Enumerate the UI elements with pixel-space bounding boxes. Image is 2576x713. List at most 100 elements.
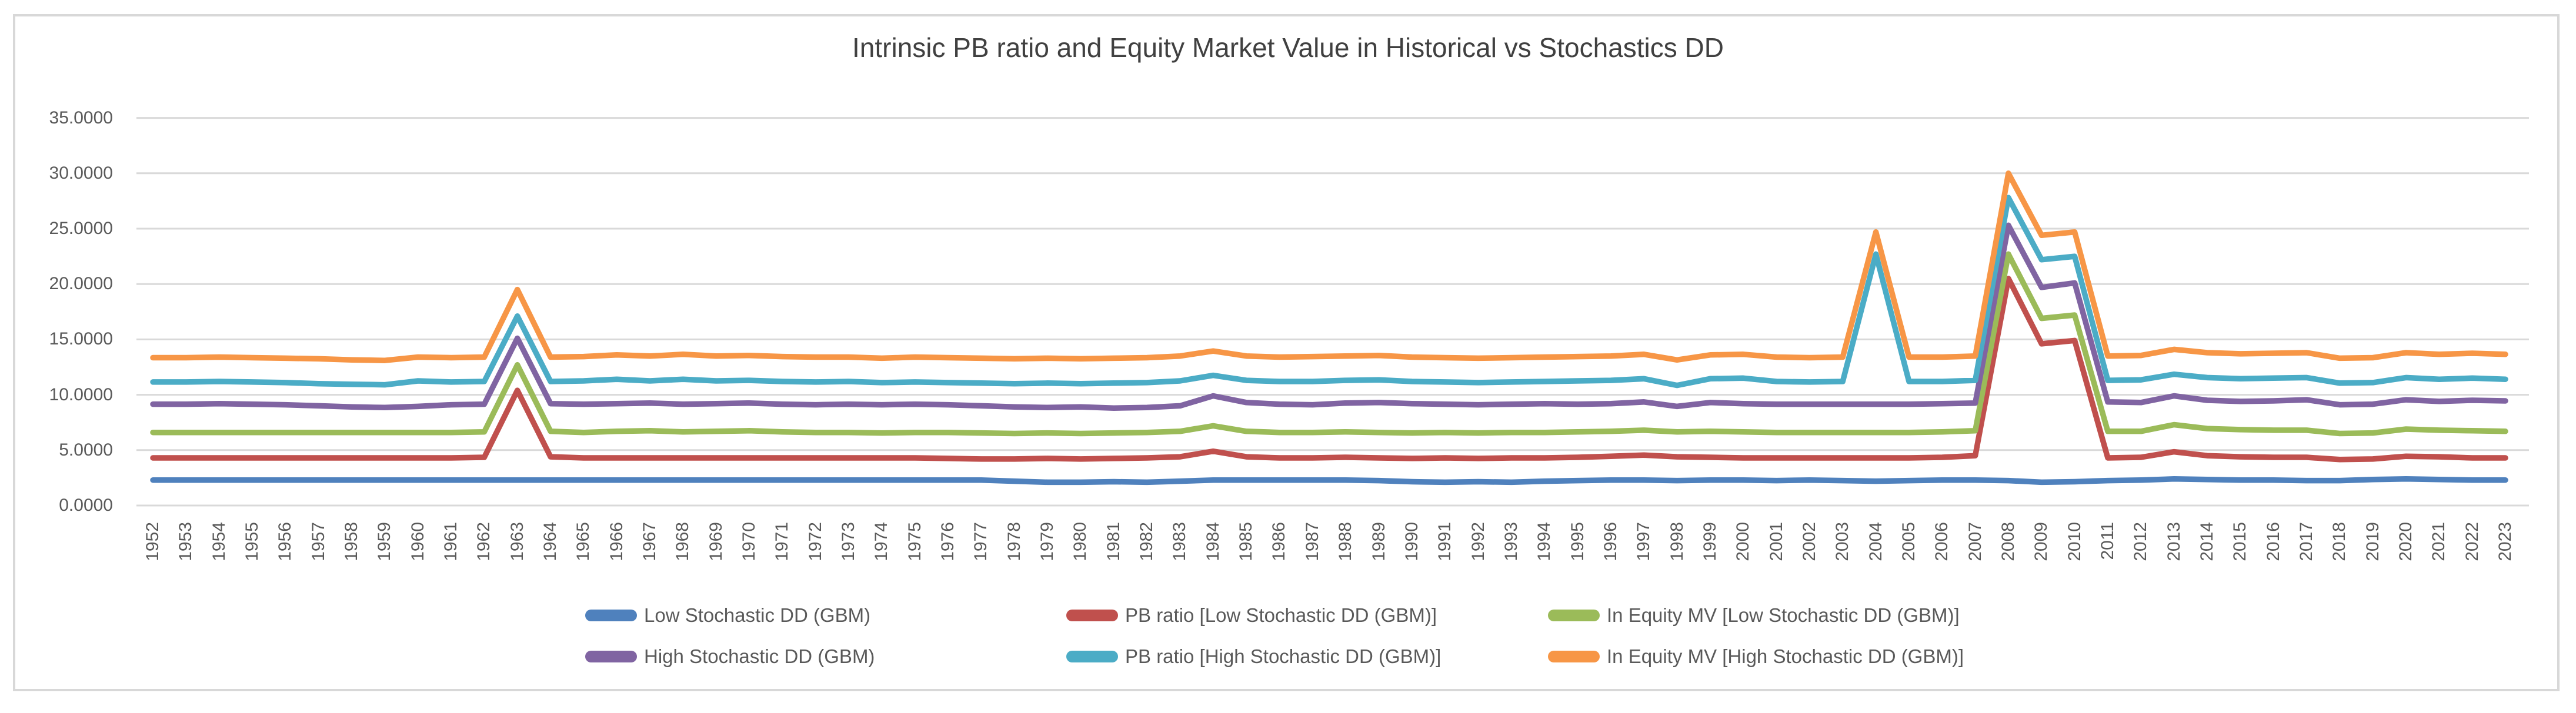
x-tick-label: 2022: [2462, 522, 2482, 561]
x-tick-label: 2007: [1965, 522, 1985, 561]
x-tick-label: 1977: [971, 522, 991, 561]
series-line: [150, 170, 2508, 363]
y-tick-label: 10.0000: [49, 384, 113, 404]
x-tick-label: 1985: [1236, 522, 1256, 561]
legend-label: In Equity MV [High Stochastic DD (GBM)]: [1607, 645, 1964, 667]
x-tick-label: 1994: [1534, 522, 1554, 561]
x-tick-label: 1982: [1137, 522, 1157, 561]
x-tick-label: 1969: [706, 522, 726, 561]
x-tick-label: 1980: [1070, 522, 1090, 561]
x-tick-label: 1999: [1700, 522, 1720, 561]
x-tick-label: 1992: [1468, 522, 1488, 561]
x-tick-label: 1996: [1600, 522, 1620, 561]
y-tick-label: 25.0000: [49, 219, 113, 238]
x-tick-label: 2011: [2097, 522, 2117, 560]
x-tick-label: 2013: [2164, 522, 2184, 561]
y-tick-label: 15.0000: [49, 329, 113, 349]
x-tick-label: 1968: [673, 522, 693, 561]
legend-marker: [1548, 651, 1600, 662]
legend-label: PB ratio [Low Stochastic DD (GBM)]: [1125, 604, 1437, 626]
x-tick-label: 1965: [573, 522, 593, 561]
legend-label: In Equity MV [Low Stochastic DD (GBM)]: [1607, 604, 1960, 626]
x-tick-label: 1952: [143, 522, 162, 561]
x-tick-label: 1957: [308, 522, 328, 561]
x-tick-label: 1990: [1402, 522, 1422, 561]
x-tick-label: 1962: [474, 522, 494, 561]
legend-item[interactable]: In Equity MV [Low Stochastic DD (GBM)]: [1548, 604, 1960, 627]
x-tick-label: 2004: [1866, 522, 1886, 561]
legend-item[interactable]: Low Stochastic DD (GBM): [585, 604, 870, 627]
y-tick-label: 5.0000: [59, 440, 113, 460]
legend-marker: [585, 651, 637, 662]
x-tick-label: 1960: [408, 522, 428, 561]
x-tick-label: 1991: [1435, 522, 1455, 561]
x-tick-label: 1988: [1336, 522, 1356, 561]
x-tick-label: 1972: [805, 522, 825, 561]
x-tick-label: 2021: [2429, 522, 2449, 561]
legend-item[interactable]: PB ratio [High Stochastic DD (GBM)]: [1066, 645, 1441, 668]
legend-item[interactable]: In Equity MV [High Stochastic DD (GBM)]: [1548, 645, 1964, 668]
x-tick-label: 1954: [209, 522, 229, 561]
x-tick-label: 1953: [176, 522, 196, 561]
x-tick-label: 1978: [1004, 522, 1024, 561]
series-line: [150, 251, 2508, 437]
x-tick-label: 1995: [1567, 522, 1587, 561]
x-tick-label: 1976: [938, 522, 958, 561]
x-tick-label: 2023: [2495, 522, 2515, 561]
x-tick-label: 2010: [2064, 522, 2084, 561]
x-tick-label: 1966: [606, 522, 626, 561]
x-tick-label: 1979: [1037, 522, 1057, 561]
x-tick-label: 1961: [441, 522, 461, 561]
legend-label: Low Stochastic DD (GBM): [644, 604, 871, 626]
legend-label: High Stochastic DD (GBM): [644, 645, 875, 667]
x-tick-label: 1970: [739, 522, 759, 561]
legend-marker: [1066, 651, 1118, 662]
series-line: [150, 476, 2508, 486]
x-tick-label: 2015: [2230, 522, 2250, 561]
x-tick-label: 1998: [1667, 522, 1687, 561]
x-tick-label: 2018: [2330, 522, 2350, 561]
x-tick-label: 1987: [1302, 522, 1322, 561]
legend-item[interactable]: High Stochastic DD (GBM): [585, 645, 875, 668]
x-tick-label: 1989: [1369, 522, 1389, 561]
x-tick-label: 1973: [839, 522, 859, 561]
x-tick-label: 1986: [1269, 522, 1289, 561]
x-tick-label: 2014: [2197, 522, 2217, 561]
x-tick-label: 1967: [640, 522, 660, 561]
x-tick-label: 2012: [2131, 522, 2151, 561]
x-tick-label: 2003: [1833, 522, 1853, 561]
series-line: [150, 195, 2508, 389]
x-tick-label: 1984: [1203, 522, 1223, 561]
x-tick-label: 2000: [1733, 522, 1753, 561]
x-tick-label: 1963: [507, 522, 527, 561]
chart-title: Intrinsic PB ratio and Equity Market Val…: [852, 32, 1724, 63]
series-line: [150, 276, 2508, 463]
x-tick-label: 1955: [242, 522, 262, 561]
x-tick-label: 2019: [2363, 522, 2383, 561]
y-tick-label: 20.0000: [49, 274, 113, 294]
chart-area[interactable]: [13, 14, 2560, 691]
legend-marker: [585, 610, 637, 621]
x-tick-label: 2005: [1898, 522, 1918, 561]
x-tick-label: 2017: [2296, 522, 2316, 561]
x-tick-label: 1956: [275, 522, 295, 561]
x-tick-label: 2006: [1932, 522, 1952, 561]
series-line: [150, 222, 2508, 411]
x-tick-label: 2016: [2263, 522, 2283, 561]
x-tick-label: 1983: [1170, 522, 1190, 561]
y-tick-label: 30.0000: [49, 163, 113, 183]
x-tick-label: 1958: [342, 522, 362, 561]
x-tick-label: 1993: [1501, 522, 1521, 561]
x-tick-label: 2008: [1998, 522, 2018, 561]
x-tick-label: 1975: [905, 522, 925, 561]
legend-item[interactable]: PB ratio [Low Stochastic DD (GBM)]: [1066, 604, 1437, 627]
legend-label: PB ratio [High Stochastic DD (GBM)]: [1125, 645, 1442, 667]
y-tick-label: 35.0000: [49, 108, 113, 128]
x-tick-label: 2009: [2031, 522, 2051, 561]
x-tick-label: 2001: [1766, 522, 1786, 561]
x-tick-label: 1981: [1103, 522, 1123, 561]
x-tick-label: 1971: [772, 522, 792, 561]
